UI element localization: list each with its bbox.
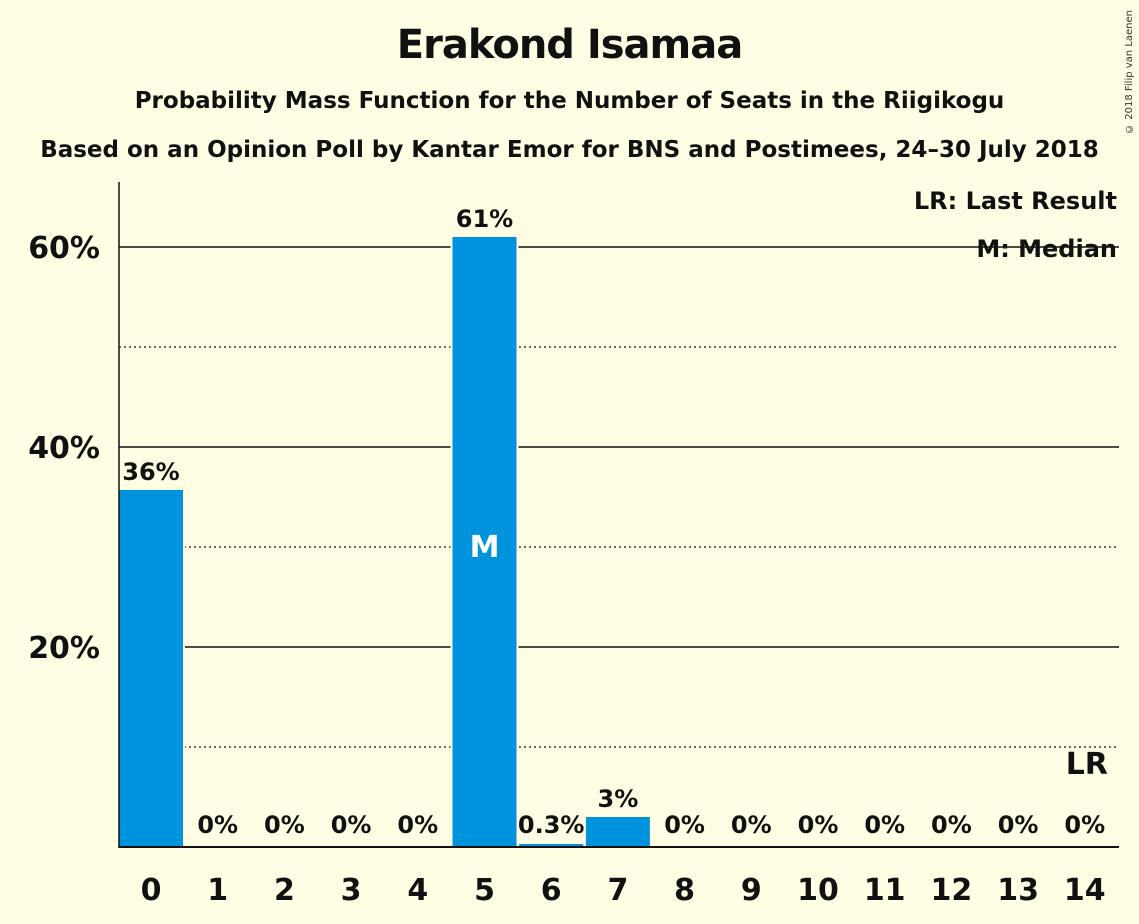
x-tick-label: 2 [274,873,295,908]
data-label: 0% [931,811,972,839]
data-label: 0% [731,811,772,839]
bar [119,490,183,847]
legend-last-result: LR: Last Result [914,187,1117,215]
data-label: 0% [798,811,839,839]
x-tick-label: 13 [997,873,1039,908]
x-tick-label: 5 [474,873,495,908]
bar [519,844,584,847]
data-label: 0% [1064,811,1105,839]
chart-title: Erakond Isamaa [396,22,743,68]
data-label: 0.3% [518,811,585,839]
x-tick-label: 0 [141,873,162,908]
y-tick-label: 40% [28,431,100,466]
y-tick-label: 60% [28,231,100,266]
data-label: 3% [598,785,639,813]
bar [585,817,650,847]
median-marker: M [470,530,500,565]
data-label: 0% [264,811,305,839]
x-tick-label: 12 [931,873,973,908]
legend-median: M: Median [976,235,1117,263]
data-label: 0% [197,811,238,839]
x-tick-label: 9 [741,873,762,908]
x-tick-label: 3 [341,873,362,908]
data-label: 0% [331,811,372,839]
x-tick-label: 7 [607,873,628,908]
x-tick-label: 8 [674,873,695,908]
data-label: 61% [456,205,513,233]
data-label: 0% [664,811,705,839]
x-tick-label: 10 [797,873,839,908]
last-result-marker: LR [1066,747,1108,782]
x-tick-label: 4 [407,873,428,908]
x-tick-label: 14 [1064,873,1106,908]
x-tick-label: 1 [207,873,228,908]
chart-source: Based on an Opinion Poll by Kantar Emor … [40,137,1099,163]
data-label: 0% [397,811,438,839]
data-label: 0% [998,811,1039,839]
bar [452,237,517,847]
x-tick-label: 11 [864,873,906,908]
data-label: 36% [122,458,179,486]
chart-subtitle: Probability Mass Function for the Number… [134,88,1005,114]
x-tick-label: 6 [541,873,562,908]
y-tick-label: 20% [28,631,100,666]
data-label: 0% [864,811,905,839]
